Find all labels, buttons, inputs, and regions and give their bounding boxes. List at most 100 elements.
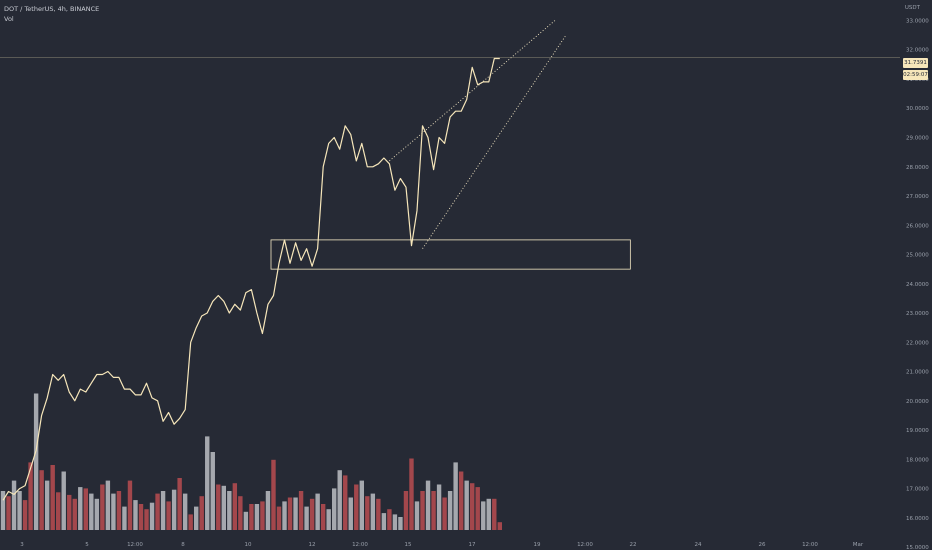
volume-bar <box>431 491 436 530</box>
volume-bars <box>0 393 502 530</box>
volume-bar <box>177 478 182 530</box>
volume-bar <box>0 491 6 530</box>
y-tick-label: 23.0000 <box>906 311 929 317</box>
volume-bar <box>6 496 11 530</box>
volume-bar <box>100 484 105 530</box>
y-tick-label: 17.0000 <box>906 487 929 493</box>
x-tick-label: 15 <box>405 542 412 548</box>
volume-bar <box>138 504 144 530</box>
volume-bar <box>160 491 166 530</box>
price-line <box>2 57 500 501</box>
volume-bar <box>282 501 287 530</box>
volume-bar <box>453 462 458 530</box>
y-tick-label: 29.0000 <box>906 136 929 142</box>
volume-bar <box>354 484 359 530</box>
volume-bar <box>359 480 364 530</box>
volume-bar <box>398 517 403 530</box>
volume-bar <box>343 475 348 530</box>
volume-bar <box>414 501 420 530</box>
x-tick-label: 3 <box>20 542 24 548</box>
volume-bar <box>326 509 331 530</box>
volume-bar <box>315 493 320 530</box>
volume-bar <box>221 485 226 530</box>
volume-bar <box>149 502 155 530</box>
y-tick-label: 26.0000 <box>906 223 929 229</box>
volume-bar <box>365 496 370 530</box>
y-tick-label: 15.0000 <box>906 545 929 550</box>
volume-bar <box>392 514 398 530</box>
y-tick-label: 24.0000 <box>906 282 929 288</box>
x-tick-label: 12:00 <box>352 542 368 548</box>
volume-bar <box>420 491 425 530</box>
volume-bar <box>287 497 293 530</box>
x-tick-label: 12:00 <box>577 542 593 548</box>
volume-bar <box>481 501 486 530</box>
volume-bar <box>67 494 72 530</box>
volume-bar <box>304 506 309 530</box>
x-tick-label: 26 <box>759 542 766 548</box>
support-zone-rectangle <box>270 239 631 270</box>
x-tick-label: 12:00 <box>127 542 143 548</box>
volume-bar <box>243 511 249 530</box>
volume-bar <box>332 488 337 530</box>
volume-bar <box>238 496 243 530</box>
volume-bar <box>210 452 215 530</box>
y-tick-label: 20.0000 <box>906 399 929 405</box>
volume-bar <box>111 493 116 530</box>
x-tick-label: 12:00 <box>802 542 818 548</box>
volume-bar <box>320 504 326 530</box>
volume-bar <box>425 480 431 530</box>
volume-bar <box>11 480 17 530</box>
time-axis: 3 5 12:00 8 10 12 12:00 15 17 19 12:00 22 24 26 12:00 M… <box>20 542 864 548</box>
volume-bar <box>182 493 188 530</box>
x-tick-label: 24 <box>695 542 702 548</box>
volume-bar <box>94 498 100 530</box>
x-tick-label: 17 <box>469 542 476 548</box>
volume-bar <box>127 480 133 530</box>
volume-bar <box>436 484 442 530</box>
x-tick-label: 19 <box>534 542 541 548</box>
y-tick-label: 28.0000 <box>906 165 929 171</box>
volume-bar <box>144 509 149 530</box>
volume-bar <box>475 487 480 530</box>
volume-bar <box>39 470 44 530</box>
price-axis: 15.0000 16.0000 17.0000 18.0000 19.0000 20.00… <box>906 18 929 550</box>
volume-bar <box>298 491 304 530</box>
upper-wedge-trendline <box>389 20 556 162</box>
volume-bar <box>492 498 497 530</box>
price-series <box>2 57 500 501</box>
volume-bar <box>61 471 66 530</box>
volume-bar <box>387 509 392 530</box>
volume-bar <box>122 506 127 530</box>
volume-indicator-label[interactable]: Vol <box>4 15 14 23</box>
x-tick-label: 5 <box>85 542 89 548</box>
lower-wedge-trendline <box>422 34 567 249</box>
volume-bar <box>166 501 171 530</box>
volume-bar <box>28 462 33 530</box>
volume-bar <box>227 491 232 530</box>
volume-bar <box>470 483 475 530</box>
volume-bar <box>78 487 83 530</box>
annotations <box>0 20 900 270</box>
volume-bar <box>56 492 61 530</box>
volume-bar <box>199 496 204 530</box>
volume-bar <box>33 393 39 530</box>
volume-bar <box>276 506 282 530</box>
volume-bar <box>293 497 298 530</box>
symbol-title: DOT / TetherUS, 4h, BINANCE <box>4 5 100 13</box>
volume-bar <box>105 480 111 530</box>
volume-bar <box>271 459 276 530</box>
volume-bar <box>442 497 447 530</box>
volume-bar <box>116 491 122 530</box>
price-unit-label: USDT <box>904 5 920 11</box>
volume-bar <box>83 488 88 530</box>
volume-bar <box>171 489 177 530</box>
volume-bar <box>458 471 464 530</box>
y-tick-label: 19.0000 <box>906 428 929 434</box>
volume-bar <box>50 465 55 530</box>
volume-bar <box>447 491 453 530</box>
x-tick-label: 8 <box>181 542 185 548</box>
y-tick-label: 18.0000 <box>906 457 929 463</box>
volume-bar <box>486 498 491 530</box>
